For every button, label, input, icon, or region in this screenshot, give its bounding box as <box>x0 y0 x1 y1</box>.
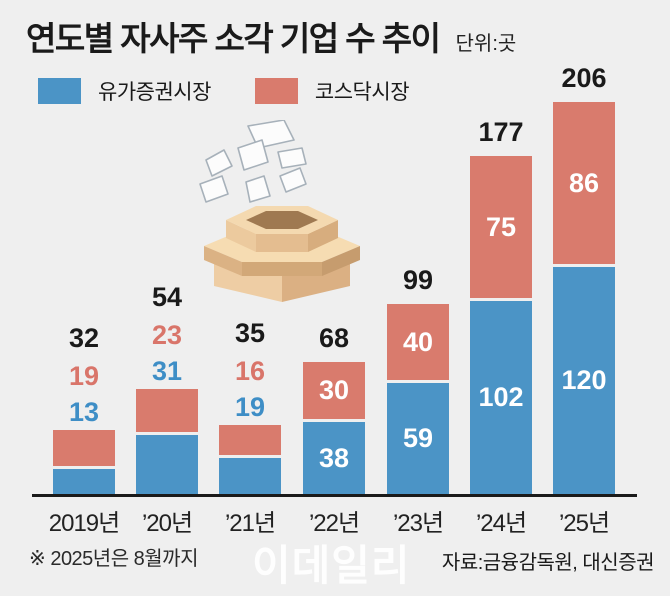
paper-icon <box>277 147 307 169</box>
header: 연도별 자사주 소각 기업 수 추이 단위:곳 <box>26 12 516 60</box>
bar-column-3: 19 16 35 <box>219 320 281 494</box>
kospi-value-label: 13 <box>68 397 100 427</box>
kospi-segment <box>136 435 198 494</box>
kospi-segment <box>219 458 281 494</box>
paper-icon <box>279 167 307 193</box>
kosdaq-value-label: 30 <box>318 375 350 405</box>
kosdaq-segment: 30 <box>303 362 365 419</box>
kospi-segment: 102 <box>470 301 532 494</box>
kospi-value-label: 38 <box>318 442 350 473</box>
kosdaq-segment: 75 <box>470 156 532 298</box>
x-tick-label: ’20년 <box>141 510 193 537</box>
bar-column-2: 31 23 54 <box>136 284 198 494</box>
paper-icons <box>199 120 307 203</box>
x-tick-label: ’21년 <box>224 510 276 537</box>
bar-column-5: 40 59 99 <box>387 267 449 494</box>
bar-column-7: 86 120 206 <box>553 65 615 494</box>
x-axis-line <box>32 494 637 497</box>
kosdaq-value-label: 19 <box>68 361 100 391</box>
total-label: 32 <box>68 323 100 353</box>
bar-column-6: 75 102 177 <box>470 119 532 494</box>
kosdaq-value-label: 75 <box>485 211 517 242</box>
kospi-segment: 59 <box>387 383 449 494</box>
x-tick-label: ’22년 <box>308 510 360 537</box>
total-label: 54 <box>151 282 183 312</box>
kosdaq-value-label: 40 <box>402 326 434 357</box>
papers-into-box-illustration <box>199 120 360 302</box>
kospi-segment: 38 <box>303 422 365 494</box>
kosdaq-value-label: 86 <box>568 167 600 198</box>
paper-icon <box>237 139 269 171</box>
kosdaq-value-label: 16 <box>234 356 266 386</box>
paper-icon <box>205 149 233 177</box>
total-label: 35 <box>234 318 266 348</box>
kospi-segment <box>53 469 115 494</box>
kospi-segment: 120 <box>553 267 615 494</box>
unit-label: 단위:곳 <box>455 33 517 55</box>
kosdaq-segment <box>219 425 281 455</box>
paper-icon <box>199 175 229 203</box>
total-label: 206 <box>561 63 607 93</box>
legend: 유가증권시장 코스닥시장 <box>38 76 410 106</box>
x-tick-label: ’25년 <box>558 510 610 537</box>
footnote: ※ 2025년은 8월까지 <box>29 548 199 570</box>
total-label: 177 <box>478 117 524 147</box>
legend-item-kosdaq: 코스닥시장 <box>254 76 410 106</box>
kospi-value-label: 31 <box>151 356 183 386</box>
kosdaq-swatch-icon <box>254 78 298 104</box>
watermark-logo: 이데일리 <box>252 542 411 589</box>
chart-title: 연도별 자사주 소각 기업 수 추이 <box>26 20 441 57</box>
total-label: 99 <box>402 265 434 295</box>
x-tick-label: 2019년 <box>48 510 120 537</box>
kospi-value-label: 102 <box>478 382 524 412</box>
box-collar <box>226 206 338 252</box>
kospi-value-label: 59 <box>402 423 434 453</box>
box-opening <box>246 211 318 229</box>
kosdaq-segment: 40 <box>387 304 449 380</box>
legend-label-kospi: 유가증권시장 <box>98 81 211 104</box>
bar-column-4: 30 38 68 <box>303 325 365 494</box>
kosdaq-segment: 86 <box>553 102 615 264</box>
paper-icon <box>245 175 271 203</box>
x-tick-label: ’23년 <box>392 510 444 537</box>
kospi-value-label: 19 <box>234 392 266 422</box>
x-tick-label: ’24년 <box>475 510 527 537</box>
legend-label-kosdaq: 코스닥시장 <box>314 81 410 104</box>
bar-column-1: 13 19 32 <box>53 325 115 494</box>
kosdaq-segment <box>136 389 198 432</box>
total-label: 68 <box>318 323 350 353</box>
kospi-value-label: 120 <box>561 365 607 395</box>
legend-item-kospi: 유가증권시장 <box>38 76 211 106</box>
kosdaq-value-label: 23 <box>151 320 183 350</box>
source-credit: 자료:금융감독원, 대신증권 <box>441 552 655 574</box>
kospi-swatch-icon <box>38 78 81 104</box>
kosdaq-segment <box>53 430 115 466</box>
